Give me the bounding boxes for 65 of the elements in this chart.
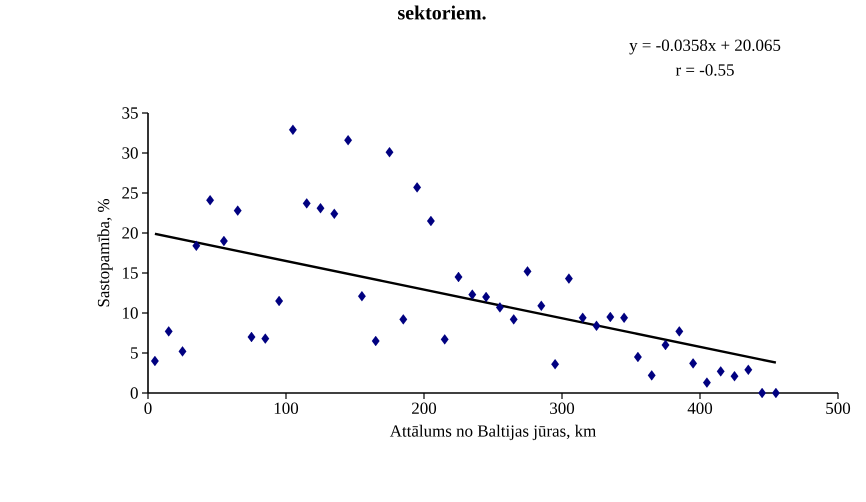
point: [413, 182, 422, 193]
point: [330, 208, 338, 219]
y-tick-label: 5: [130, 347, 138, 359]
point: [468, 289, 476, 300]
y-tick-label: 0: [130, 387, 138, 399]
point: [178, 346, 186, 357]
point: [316, 203, 324, 214]
point: [496, 302, 504, 313]
point: [234, 205, 242, 216]
point: [772, 388, 780, 398]
point: [730, 371, 738, 382]
x-tick-label: 500: [826, 402, 850, 414]
point: [702, 377, 711, 388]
x-tick-label: 200: [412, 402, 436, 414]
point: [689, 358, 698, 369]
point: [288, 124, 297, 135]
point: [564, 273, 573, 284]
chart-title: sektoriem.: [398, 6, 486, 20]
text: y = -0.0358x + 20.065: [629, 40, 780, 54]
point: [675, 326, 684, 337]
point: [206, 195, 214, 206]
point: [358, 291, 366, 302]
point: [372, 336, 380, 346]
y-tick-label: 20: [122, 227, 138, 239]
point: [510, 314, 518, 325]
point: [164, 326, 173, 337]
x-tick-label: 300: [550, 402, 574, 414]
point: [482, 292, 490, 302]
point: [440, 334, 449, 345]
point: [220, 236, 228, 246]
x-tick-label: 400: [688, 402, 712, 414]
point: [620, 312, 628, 323]
point: [344, 135, 352, 146]
point: [248, 332, 256, 342]
y-tick-label: 10: [123, 307, 138, 319]
y-tick-label: 25: [122, 187, 138, 199]
y-tick-label: 35: [122, 107, 138, 119]
point: [386, 147, 394, 158]
y-tick-label: 15: [123, 267, 138, 279]
point: [426, 216, 435, 226]
point: [758, 388, 766, 398]
point: [551, 359, 560, 370]
point: [744, 364, 752, 375]
point: [716, 366, 725, 377]
point: [634, 352, 642, 362]
point: [454, 272, 462, 282]
point: [399, 314, 408, 325]
point: [662, 340, 670, 350]
point: [192, 240, 200, 251]
point: [578, 312, 587, 323]
point: [275, 296, 284, 306]
y-axis-title: Sastopamība, %: [97, 199, 113, 306]
point: [537, 300, 546, 311]
x-axis-title: Attālums no Baltijas jūras, km: [390, 424, 596, 440]
point: [648, 370, 656, 381]
point: [261, 333, 270, 344]
point: [592, 320, 600, 331]
x-tick-label: 0: [144, 402, 152, 414]
point: [606, 312, 614, 322]
x-tick-label: 100: [274, 402, 298, 414]
point: [302, 198, 311, 209]
y-tick-label: 30: [122, 147, 138, 159]
point: [150, 356, 159, 366]
text: r = -0.55: [676, 64, 734, 76]
point: [524, 266, 532, 277]
